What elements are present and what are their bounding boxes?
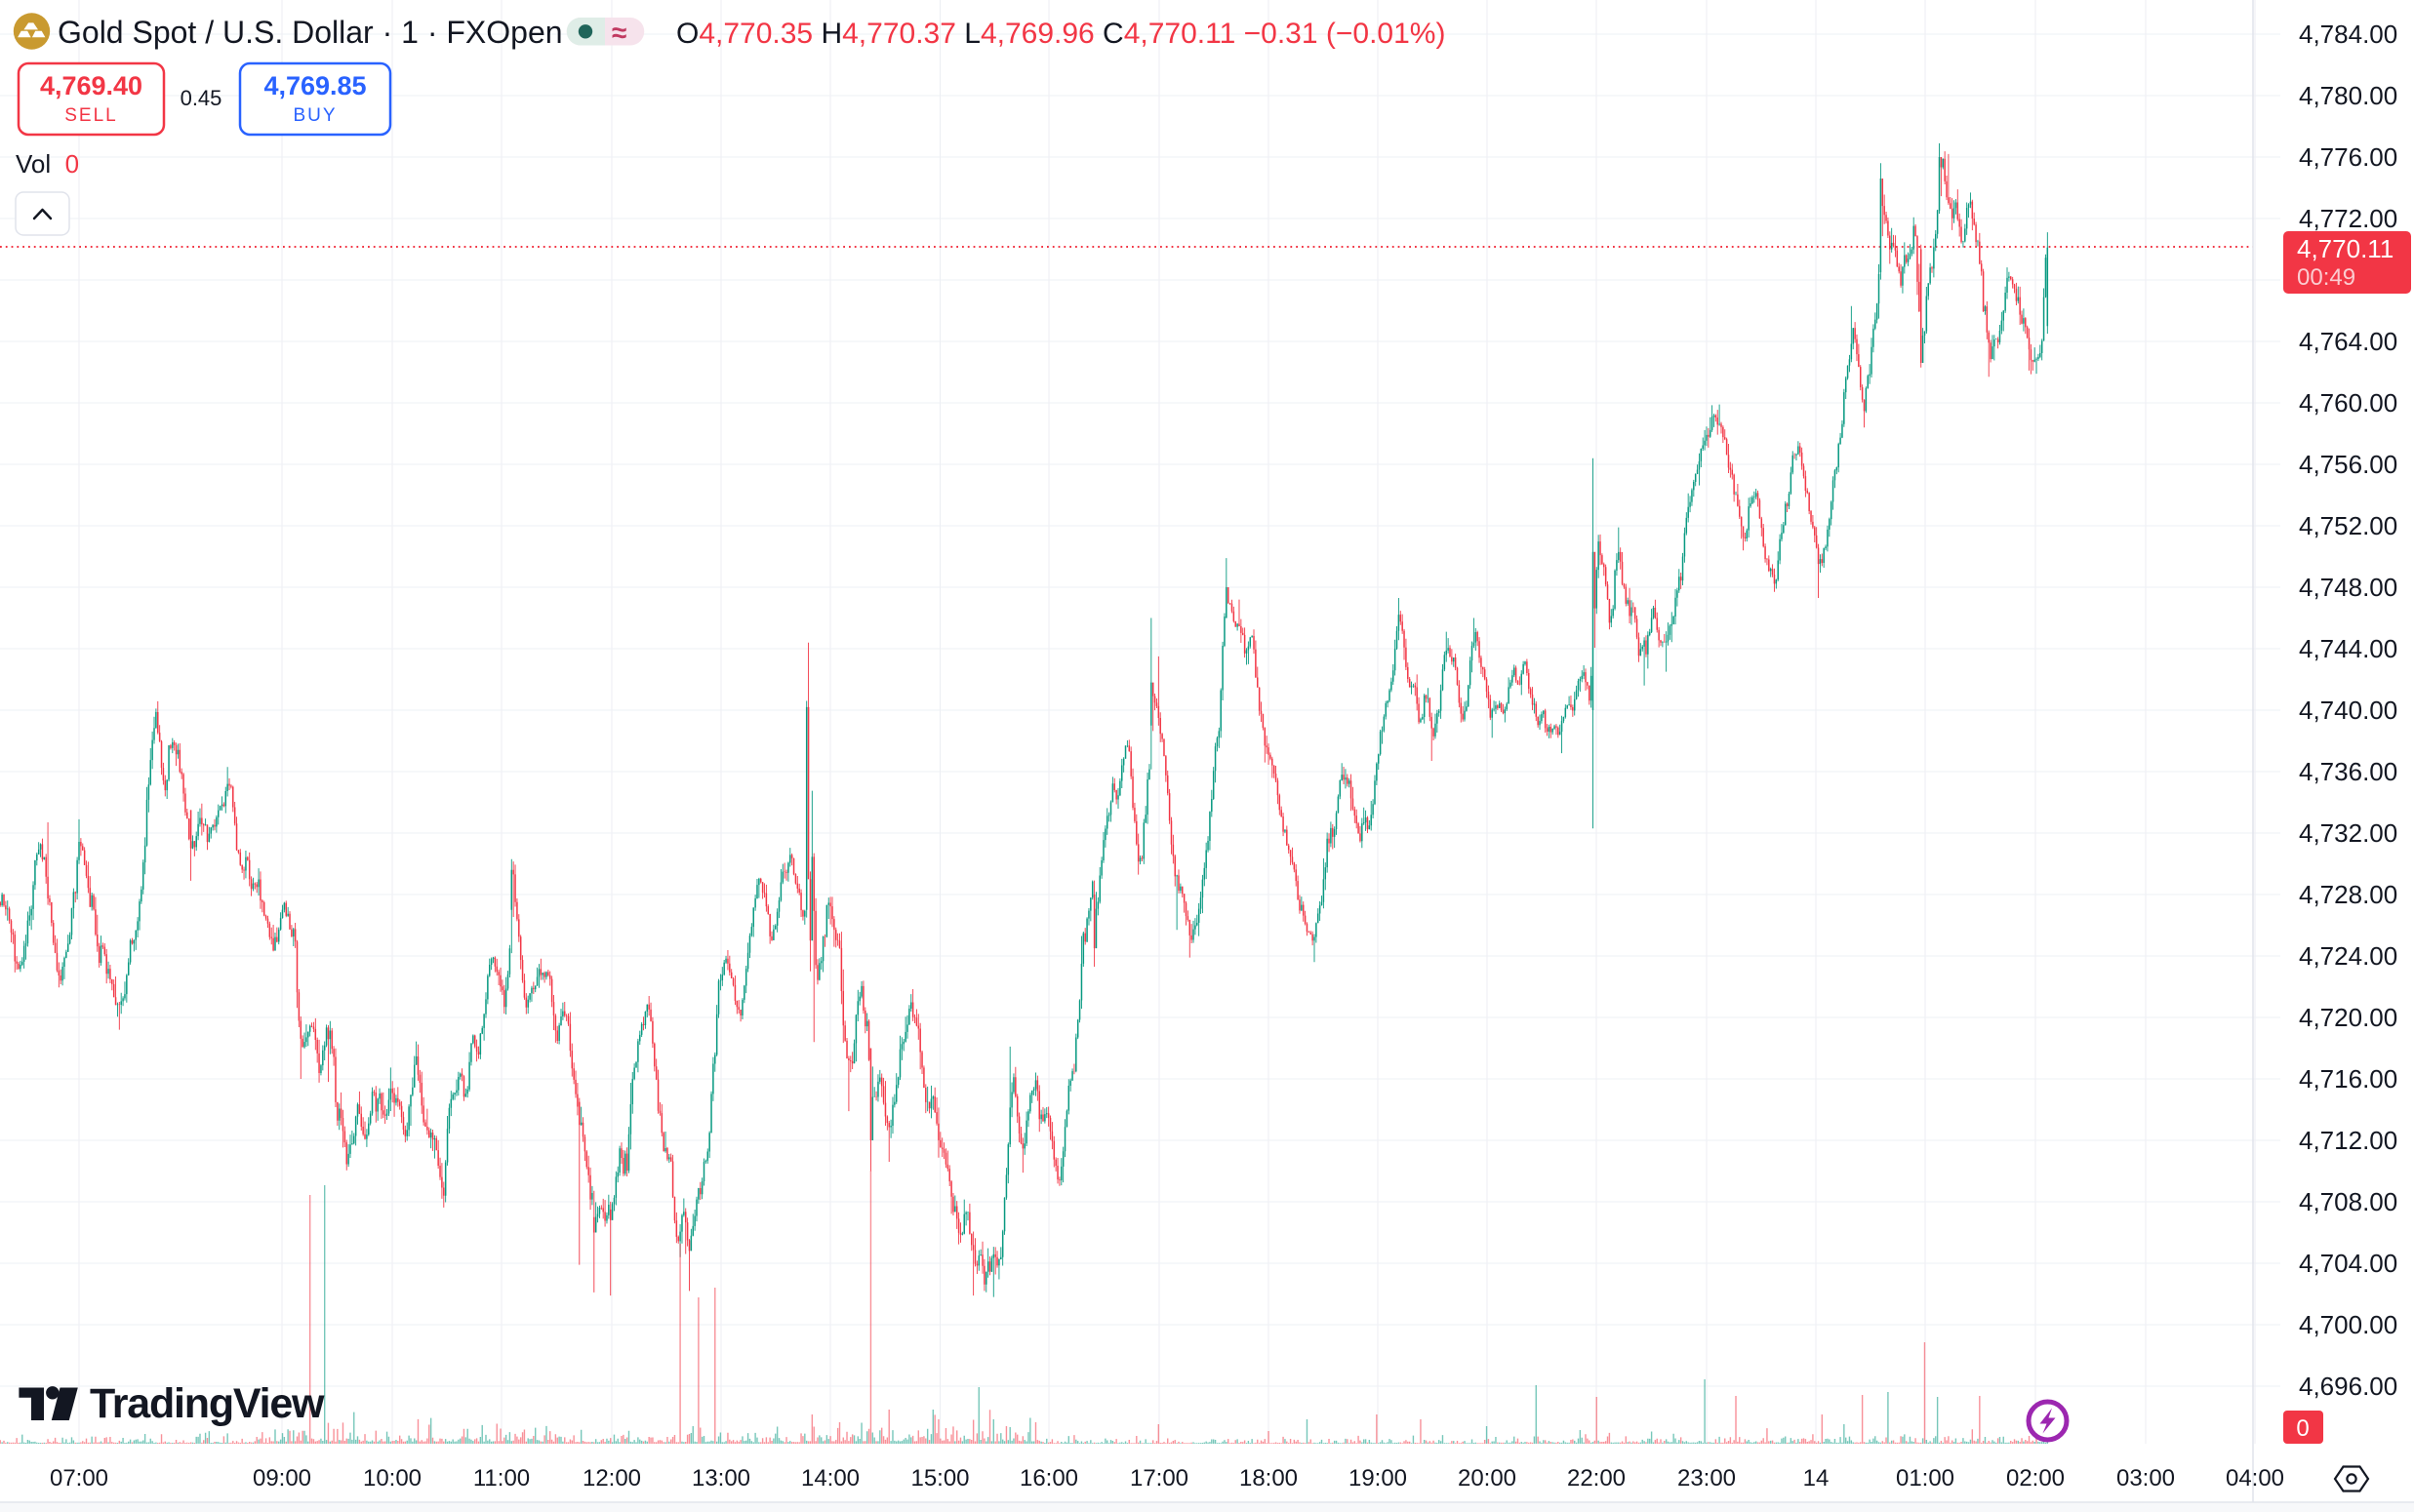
svg-text:04:00: 04:00 [2226,1465,2284,1492]
svg-text:03:00: 03:00 [2116,1465,2175,1492]
svg-text:16:00: 16:00 [1020,1465,1078,1492]
svg-text:19:00: 19:00 [1348,1465,1407,1492]
svg-text:12:00: 12:00 [583,1465,641,1492]
svg-text:4,776.00: 4,776.00 [2299,142,2397,172]
svg-text:4,736.00: 4,736.00 [2299,757,2397,786]
svg-text:0: 0 [2296,1415,2309,1442]
svg-text:4,708.00: 4,708.00 [2299,1187,2397,1216]
svg-text:15:00: 15:00 [910,1465,969,1492]
svg-text:4,772.00: 4,772.00 [2299,204,2397,233]
svg-text:4,760.00: 4,760.00 [2299,388,2397,418]
svg-text:4,744.00: 4,744.00 [2299,634,2397,663]
svg-text:23:00: 23:00 [1677,1465,1736,1492]
svg-text:4,780.00: 4,780.00 [2299,81,2397,110]
svg-text:14:00: 14:00 [801,1465,860,1492]
svg-text:4,752.00: 4,752.00 [2299,511,2397,540]
svg-text:Gold Spot / U.S. Dollar · 1 ·: Gold Spot / U.S. Dollar · 1 · FXOpen [58,15,563,50]
svg-text:≈: ≈ [612,18,626,48]
svg-text:4,704.00: 4,704.00 [2299,1249,2397,1278]
svg-text:4,700.00: 4,700.00 [2299,1310,2397,1339]
svg-text:07:00: 07:00 [50,1465,108,1492]
svg-text:Vol 0: Vol 0 [16,149,79,179]
svg-text:4,724.00: 4,724.00 [2299,941,2397,971]
svg-text:13:00: 13:00 [692,1465,750,1492]
svg-text:BUY: BUY [293,105,337,126]
svg-text:4,769.85: 4,769.85 [263,71,366,100]
svg-text:4,756.00: 4,756.00 [2299,450,2397,479]
svg-text:4,720.00: 4,720.00 [2299,1003,2397,1032]
svg-text:01:00: 01:00 [1896,1465,1954,1492]
svg-text:02:00: 02:00 [2006,1465,2065,1492]
svg-text:10:00: 10:00 [363,1465,422,1492]
svg-text:O4,770.35 H4,770.37 L4,769.96: O4,770.35 H4,770.37 L4,769.96 C4,770.11 … [676,18,1445,50]
svg-text:14: 14 [1803,1465,1830,1492]
svg-text:4,728.00: 4,728.00 [2299,880,2397,909]
svg-text:4,716.00: 4,716.00 [2299,1064,2397,1094]
svg-text:SELL: SELL [64,105,117,126]
svg-text:4,712.00: 4,712.00 [2299,1126,2397,1155]
svg-text:09:00: 09:00 [253,1465,311,1492]
svg-text:4,764.00: 4,764.00 [2299,327,2397,356]
svg-text:TradingView: TradingView [90,1380,325,1427]
svg-text:4,732.00: 4,732.00 [2299,818,2397,848]
svg-text:17:00: 17:00 [1130,1465,1188,1492]
svg-text:4,740.00: 4,740.00 [2299,696,2397,725]
svg-text:4,696.00: 4,696.00 [2299,1372,2397,1401]
svg-text:4,769.40: 4,769.40 [40,71,142,100]
svg-text:4,748.00: 4,748.00 [2299,573,2397,602]
svg-text:00:49: 00:49 [2297,264,2355,291]
svg-text:0.45: 0.45 [181,86,222,110]
svg-text:18:00: 18:00 [1239,1465,1298,1492]
svg-text:4,770.11: 4,770.11 [2297,234,2394,263]
svg-text:11:00: 11:00 [473,1465,530,1492]
svg-text:4,784.00: 4,784.00 [2299,20,2397,49]
svg-text:22:00: 22:00 [1567,1465,1626,1492]
svg-text:20:00: 20:00 [1458,1465,1516,1492]
